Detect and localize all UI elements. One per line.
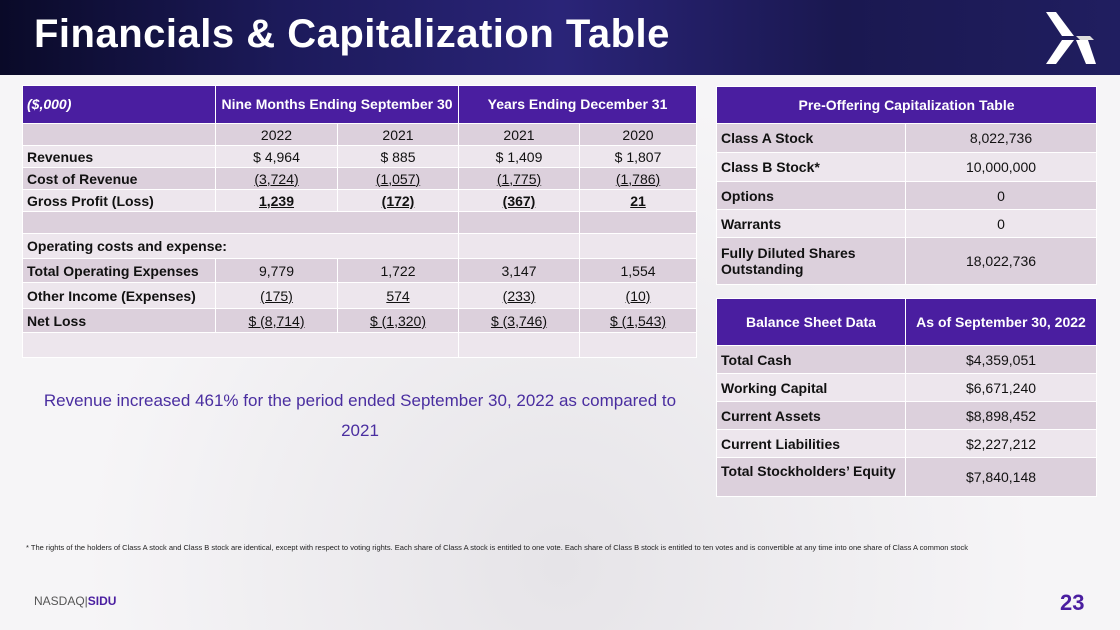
row-label: Current Assets (716, 401, 906, 430)
cell: 0 (905, 209, 1097, 238)
table-row: Gross Profit (Loss) 1,239 (172) (367) 21 (22, 189, 698, 212)
cell: 8,022,736 (905, 123, 1097, 153)
row-label: Fully Diluted Shares Outstanding (716, 237, 906, 285)
table-row: Other Income (Expenses) (175) 574 (233) … (22, 282, 698, 309)
cell: 0 (905, 181, 1097, 210)
cell: (1,786) (578, 167, 698, 190)
cell: 1,722 (337, 258, 459, 283)
cell: 1,554 (578, 258, 698, 283)
year-header: 2020 (578, 123, 698, 146)
cell: (172) (337, 189, 459, 212)
cell: (1,775) (458, 167, 580, 190)
footnote: * The rights of the holders of Class A s… (26, 543, 969, 552)
cell: 18,022,736 (905, 237, 1097, 285)
cell: $ 4,964 (215, 145, 338, 168)
row-label: Total Operating Expenses (22, 258, 216, 283)
year-header: 2021 (337, 123, 459, 146)
cell: (10) (578, 282, 698, 309)
ticker-symbol: SIDU (87, 594, 117, 608)
cell: $7,840,148 (905, 457, 1097, 497)
company-logo-icon (1046, 12, 1096, 64)
cell: 1,239 (215, 189, 338, 212)
row-label: Working Capital (716, 373, 906, 402)
cell: 3,147 (458, 258, 580, 283)
balance-date-header: As of September 30, 2022 (905, 298, 1097, 346)
row-label: Warrants (716, 209, 906, 238)
years-ending-header: Years Ending December 31 (457, 85, 698, 124)
cell: 574 (337, 282, 459, 309)
financials-table: ($,000) Nine Months Ending September 30 … (22, 85, 698, 358)
row-label: Total Stockholders’ Equity (716, 457, 906, 497)
cell: $ (8,714) (215, 308, 338, 333)
cell: 10,000,000 (905, 152, 1097, 182)
unit-header: ($,000) (22, 85, 216, 124)
row-label: Class A Stock (716, 123, 906, 153)
revenue-callout: Revenue increased 461% for the period en… (43, 391, 677, 440)
cell: $4,359,051 (905, 345, 1097, 374)
nine-months-header: Nine Months Ending September 30 (215, 85, 459, 124)
cell: $ (1,543) (578, 308, 698, 333)
cell: (1,057) (337, 167, 459, 190)
balance-title: Balance Sheet Data (716, 298, 906, 346)
cell: $2,227,212 (905, 429, 1097, 458)
table-row: Cost of Revenue (3,724) (1,057) (1,775) … (22, 167, 698, 190)
cell: 9,779 (215, 258, 338, 283)
cell: (367) (458, 189, 580, 212)
capitalization-table: Pre-Offering Capitalization Table Class … (716, 86, 1097, 285)
page-number: 23 (1060, 590, 1085, 615)
cell: $6,671,240 (905, 373, 1097, 402)
row-label: Cost of Revenue (22, 167, 216, 190)
year-header: 2022 (215, 123, 338, 146)
table-row (22, 332, 698, 358)
section-label: Operating costs and expense: (22, 233, 459, 259)
cell: 21 (578, 189, 698, 212)
cell: (233) (458, 282, 580, 309)
year-row-label (22, 123, 216, 146)
row-label: Net Loss (22, 308, 216, 333)
table-row: Net Loss $ (8,714) $ (1,320) $ (3,746) $… (22, 308, 698, 333)
balance-sheet-table: Balance Sheet Data As of September 30, 20… (716, 298, 1097, 497)
cell: (3,724) (215, 167, 338, 190)
row-label: Class B Stock* (716, 152, 906, 182)
cell: $ 1,409 (458, 145, 580, 168)
row-label: Revenues (22, 145, 216, 168)
table-row: Operating costs and expense: (22, 233, 698, 259)
page-title: Financials & Capitalization Table (34, 12, 670, 56)
header-banner (0, 0, 1120, 75)
exchange-label: NASDAQ| (34, 594, 88, 608)
cell: (175) (215, 282, 338, 309)
table-row (22, 211, 698, 234)
year-header: 2021 (458, 123, 580, 146)
cell: $ 885 (337, 145, 459, 168)
ticker-label: NASDAQ|SIDU (34, 594, 116, 608)
row-label: Options (716, 181, 906, 210)
cell: $ 1,807 (578, 145, 698, 168)
cell: $ (1,320) (337, 308, 459, 333)
row-label: Gross Profit (Loss) (22, 189, 216, 212)
table-row: Revenues $ 4,964 $ 885 $ 1,409 $ 1,807 (22, 145, 698, 168)
row-label: Current Liabilities (716, 429, 906, 458)
capitalization-title: Pre-Offering Capitalization Table (716, 86, 1097, 124)
cell: $8,898,452 (905, 401, 1097, 430)
table-row: Total Operating Expenses 9,779 1,722 3,1… (22, 258, 698, 283)
row-label: Total Cash (716, 345, 906, 374)
cell: $ (3,746) (458, 308, 580, 333)
row-label: Other Income (Expenses) (22, 282, 216, 309)
